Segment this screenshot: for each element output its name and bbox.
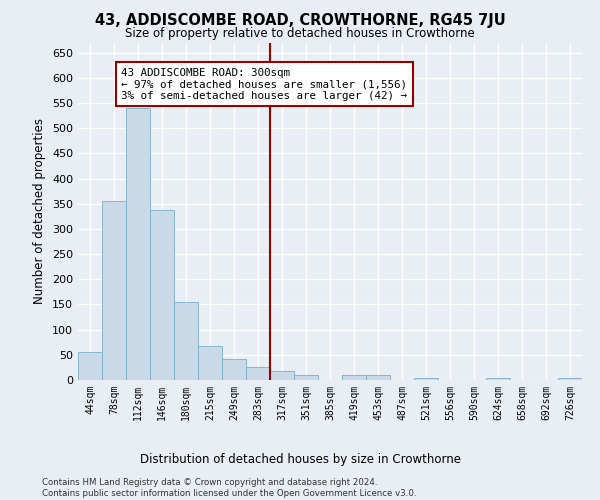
Bar xyxy=(150,210,174,380)
Text: Contains HM Land Registry data © Crown copyright and database right 2024.
Contai: Contains HM Land Registry data © Crown c… xyxy=(42,478,416,498)
Bar xyxy=(246,368,270,380)
Bar xyxy=(78,352,102,380)
Text: 43, ADDISCOMBE ROAD, CROWTHORNE, RG45 7JU: 43, ADDISCOMBE ROAD, CROWTHORNE, RG45 7J… xyxy=(95,12,505,28)
Bar xyxy=(270,371,294,380)
Bar xyxy=(126,108,150,380)
Bar xyxy=(102,201,126,380)
Bar xyxy=(366,375,390,380)
Bar xyxy=(294,375,318,380)
Text: Size of property relative to detached houses in Crowthorne: Size of property relative to detached ho… xyxy=(125,28,475,40)
Bar xyxy=(342,375,366,380)
Bar xyxy=(174,302,198,380)
Text: Distribution of detached houses by size in Crowthorne: Distribution of detached houses by size … xyxy=(139,454,461,466)
Bar xyxy=(558,378,582,380)
Bar xyxy=(414,378,438,380)
Y-axis label: Number of detached properties: Number of detached properties xyxy=(34,118,46,304)
Bar xyxy=(486,378,510,380)
Text: 43 ADDISCOMBE ROAD: 300sqm
← 97% of detached houses are smaller (1,556)
3% of se: 43 ADDISCOMBE ROAD: 300sqm ← 97% of deta… xyxy=(121,68,407,101)
Bar xyxy=(198,346,222,380)
Bar xyxy=(222,359,246,380)
